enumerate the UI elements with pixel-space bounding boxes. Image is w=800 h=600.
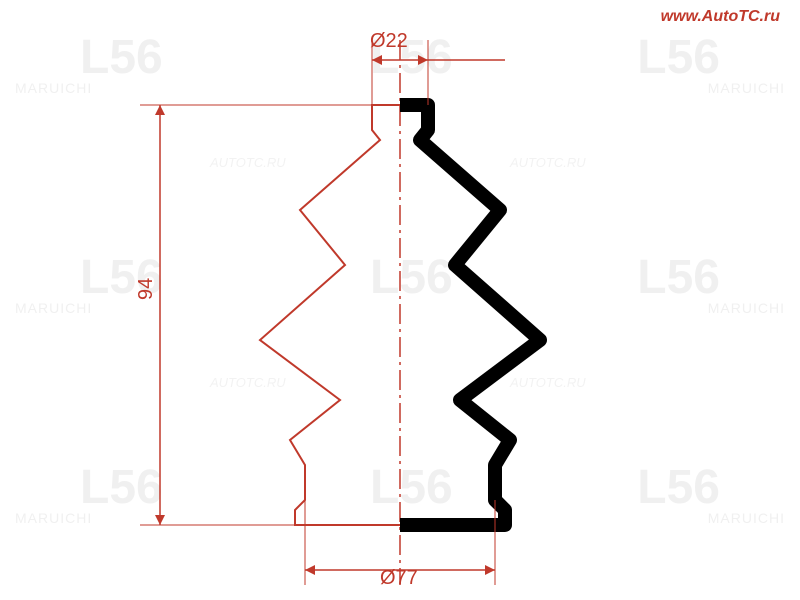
dim-top-diameter: Ø22	[370, 30, 408, 53]
arrow	[418, 55, 428, 65]
arrow	[305, 565, 315, 575]
boot-section-right	[400, 105, 540, 525]
arrow	[372, 55, 382, 65]
arrow	[485, 565, 495, 575]
arrow	[155, 105, 165, 115]
dim-bottom-diameter: Ø77	[380, 567, 418, 590]
dim-height: 94	[135, 278, 158, 300]
boot-outline-left	[260, 105, 400, 525]
technical-drawing	[0, 0, 800, 600]
arrow	[155, 515, 165, 525]
